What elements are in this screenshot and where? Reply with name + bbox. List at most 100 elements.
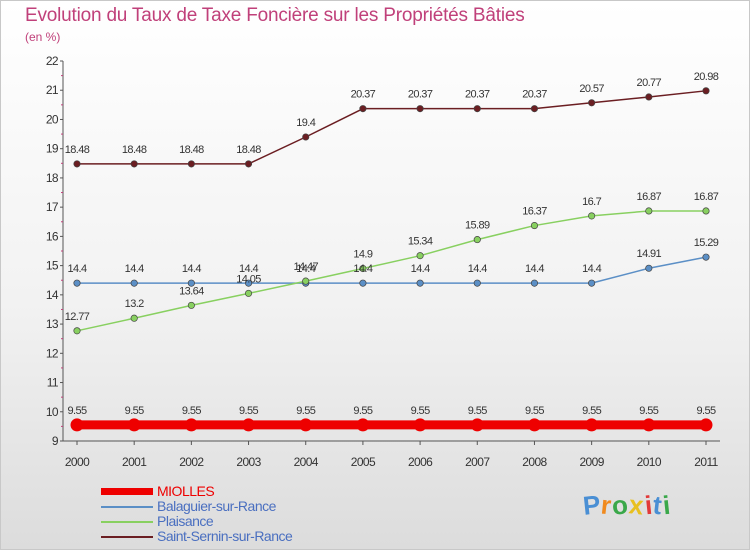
data-point	[130, 314, 138, 322]
data-point	[642, 418, 656, 432]
x-tick-label: 2000	[65, 455, 90, 469]
series-balaguier-sur-rance	[73, 253, 710, 287]
data-point	[356, 418, 370, 432]
y-tick-label: 20	[46, 112, 59, 126]
data-labels: 18.48 18.48 18.48 18.48 19.4 20.37 20.37 20.37 2…	[65, 71, 720, 417]
data-point	[588, 99, 596, 107]
data-point	[527, 418, 541, 432]
data-point	[244, 289, 253, 297]
data-point	[585, 418, 599, 432]
legend: MIOLLES Balaguier-sur-Rance Plaisance Saint…	[101, 484, 361, 544]
data-point	[73, 279, 81, 287]
data-label: 20.98	[694, 71, 719, 83]
data-point	[70, 418, 84, 432]
data-point	[588, 212, 596, 220]
legend-swatch	[101, 506, 153, 508]
y-tick-label: 11	[47, 376, 59, 390]
data-point	[530, 222, 539, 230]
data-point	[702, 207, 710, 215]
data-label: 15.29	[694, 237, 719, 249]
x-tick-label: 2003	[236, 455, 261, 469]
data-label: 14.4	[353, 263, 372, 275]
data-label: 9.55	[525, 405, 544, 417]
data-label: 13.64	[179, 285, 204, 297]
x-tick-label: 2005	[351, 455, 376, 469]
data-label: 14.4	[411, 263, 430, 275]
legend-item: Balaguier-sur-Rance	[101, 499, 361, 514]
data-label: 15.34	[408, 236, 433, 248]
data-point	[359, 264, 367, 273]
data-point	[187, 279, 195, 287]
y-tick-label: 16	[46, 229, 59, 243]
data-label: 16.87	[694, 191, 719, 203]
data-point	[699, 418, 713, 432]
legend-label: Saint-Sernin-sur-Rance	[157, 528, 293, 544]
series-miolles	[70, 418, 713, 432]
data-label: 14.4	[67, 263, 86, 275]
x-tick-label: 2011	[694, 455, 718, 469]
data-point	[184, 418, 198, 432]
data-label: 9.55	[353, 405, 372, 417]
data-label: 14.4	[182, 263, 201, 275]
data-point	[588, 279, 596, 287]
legend-item: Saint-Sernin-sur-Rance	[101, 529, 361, 544]
data-label: 14.4	[239, 263, 258, 275]
data-label: 14.4	[296, 263, 315, 275]
data-point	[130, 160, 138, 168]
data-label: 14.05	[236, 273, 261, 285]
data-label: 9.55	[411, 405, 430, 417]
data-point	[416, 252, 424, 260]
y-tick-label: 14	[46, 288, 59, 302]
axes: 9 10 11 12 13 14 15 16 17 18 19 20 21 22 2000 2001 2002 2…	[46, 54, 720, 469]
series-plaisance	[73, 207, 710, 335]
legend-swatch	[101, 488, 153, 495]
y-tick-label: 21	[46, 83, 59, 97]
data-point	[73, 327, 81, 335]
data-point	[473, 236, 481, 244]
data-label: 20.57	[579, 83, 604, 95]
legend-swatch	[101, 521, 153, 523]
data-label: 14.4	[525, 263, 544, 275]
data-label: 16.7	[582, 196, 601, 208]
data-label: 9.55	[296, 405, 315, 417]
x-tick-label: 2001	[122, 455, 147, 469]
data-point	[127, 418, 141, 432]
data-label: 14.9	[353, 249, 372, 261]
data-label: 9.55	[67, 405, 86, 417]
data-label: 14.4	[468, 263, 487, 275]
legend-label: Balaguier-sur-Rance	[157, 498, 276, 514]
data-point	[130, 279, 138, 287]
data-point	[645, 264, 653, 272]
data-label: 14.4	[125, 263, 144, 275]
data-point	[530, 279, 539, 287]
y-tick-label: 9	[52, 434, 59, 448]
data-label: 20.37	[465, 89, 490, 101]
data-point	[645, 93, 653, 101]
data-label: 20.37	[408, 89, 433, 101]
data-label: 19.4	[296, 117, 315, 129]
data-label: 14.47	[293, 261, 318, 273]
series-layer	[70, 87, 713, 432]
data-point	[470, 418, 484, 432]
data-label: 9.55	[239, 405, 258, 417]
data-label: 9.55	[639, 405, 658, 417]
legend-item: MIOLLES	[101, 484, 361, 499]
y-tick-label: 19	[46, 142, 59, 156]
data-point	[302, 277, 310, 285]
legend-label: MIOLLES	[157, 483, 215, 499]
x-tick-label: 2006	[408, 455, 433, 469]
data-point	[413, 418, 427, 432]
data-point	[702, 87, 710, 95]
proxiti-logo: Proxiti	[581, 489, 673, 521]
data-label: 18.48	[122, 144, 147, 156]
data-label: 15.89	[465, 220, 490, 232]
logo-letter: i	[661, 489, 673, 521]
data-point	[359, 279, 367, 287]
x-tick-label: 2009	[579, 455, 604, 469]
data-label: 9.55	[582, 405, 601, 417]
data-label: 20.37	[522, 89, 547, 101]
data-point	[187, 301, 195, 309]
data-label: 9.55	[125, 405, 144, 417]
y-tick-label: 22	[46, 54, 59, 68]
